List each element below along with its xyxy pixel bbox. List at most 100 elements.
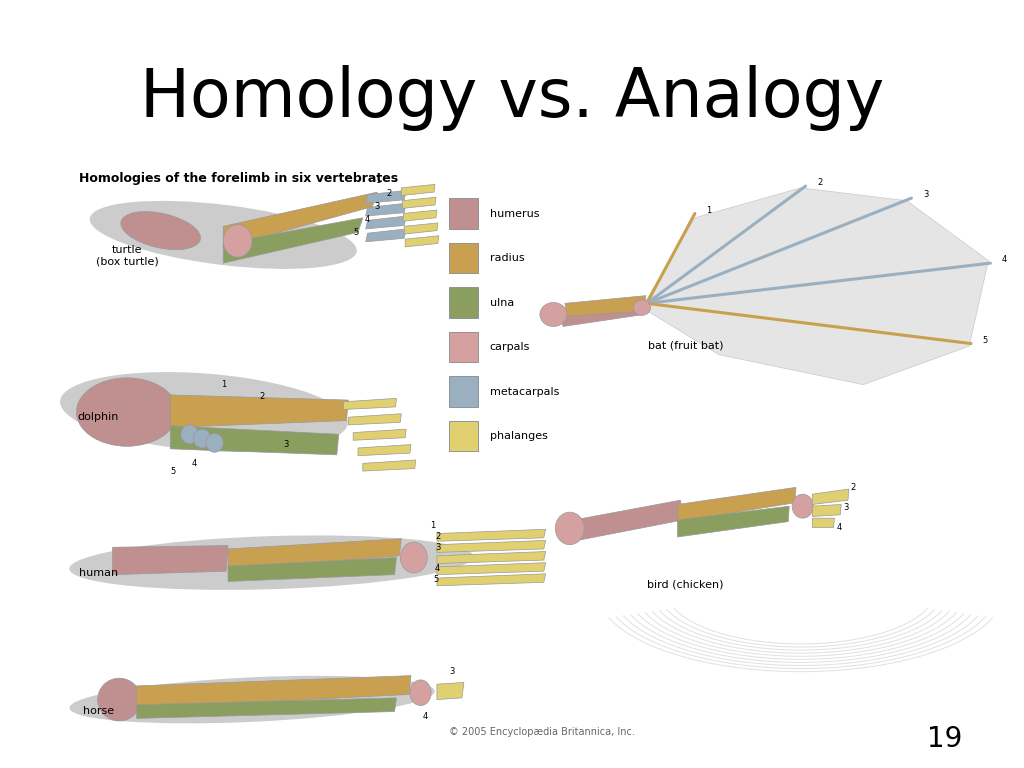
Polygon shape: [406, 236, 439, 247]
Polygon shape: [678, 506, 790, 537]
Text: 3: 3: [283, 440, 289, 449]
Text: 4: 4: [1001, 255, 1008, 264]
Text: © 2005 Encyclopædia Britannica, Inc.: © 2005 Encyclopædia Britannica, Inc.: [450, 727, 635, 737]
Polygon shape: [437, 563, 546, 574]
Polygon shape: [565, 296, 646, 316]
Ellipse shape: [194, 429, 211, 448]
Polygon shape: [404, 223, 438, 234]
Text: carpals: carpals: [489, 342, 530, 352]
Polygon shape: [170, 425, 339, 455]
Ellipse shape: [70, 676, 435, 723]
Text: 3: 3: [375, 202, 380, 211]
Text: Homology vs. Analogy: Homology vs. Analogy: [140, 65, 884, 131]
Ellipse shape: [410, 680, 431, 706]
Text: 3: 3: [450, 667, 455, 676]
Text: bird (chicken): bird (chicken): [647, 580, 724, 590]
Polygon shape: [366, 216, 407, 229]
Polygon shape: [812, 489, 849, 505]
Text: humerus: humerus: [489, 208, 540, 219]
Text: 4: 4: [423, 712, 428, 721]
Text: 2: 2: [851, 483, 856, 492]
Ellipse shape: [223, 224, 252, 257]
Ellipse shape: [633, 300, 650, 316]
Polygon shape: [136, 698, 396, 718]
FancyBboxPatch shape: [450, 287, 478, 318]
Polygon shape: [402, 197, 436, 208]
Text: 5: 5: [353, 228, 358, 237]
Polygon shape: [366, 204, 407, 216]
Text: 2: 2: [435, 531, 440, 541]
Ellipse shape: [400, 542, 427, 573]
Text: 5: 5: [171, 468, 176, 476]
Ellipse shape: [793, 494, 813, 518]
FancyBboxPatch shape: [450, 243, 478, 273]
Text: 1: 1: [430, 521, 435, 529]
Polygon shape: [401, 184, 435, 196]
Text: ulna: ulna: [489, 297, 514, 307]
Text: radius: radius: [489, 253, 524, 263]
Polygon shape: [228, 538, 401, 570]
Text: Homologies of the forelimb in six vertebrates: Homologies of the forelimb in six verteb…: [79, 173, 398, 185]
Text: metacarpals: metacarpals: [489, 386, 559, 396]
Ellipse shape: [90, 201, 356, 269]
Text: 1: 1: [707, 206, 712, 214]
FancyBboxPatch shape: [450, 198, 478, 229]
Polygon shape: [437, 529, 546, 541]
Polygon shape: [574, 500, 683, 541]
Polygon shape: [560, 299, 644, 326]
Text: dolphin: dolphin: [78, 412, 119, 422]
Polygon shape: [344, 399, 396, 409]
Text: phalanges: phalanges: [489, 431, 548, 441]
Polygon shape: [358, 445, 411, 455]
Text: 3: 3: [843, 503, 849, 512]
Polygon shape: [403, 210, 437, 221]
Polygon shape: [678, 488, 796, 521]
Polygon shape: [437, 574, 546, 586]
Polygon shape: [223, 218, 362, 263]
Ellipse shape: [206, 433, 223, 452]
Text: bat (fruit bat): bat (fruit bat): [647, 340, 723, 350]
Polygon shape: [366, 190, 407, 204]
Ellipse shape: [121, 212, 201, 250]
Ellipse shape: [77, 378, 177, 446]
FancyBboxPatch shape: [450, 332, 478, 362]
Polygon shape: [228, 558, 396, 581]
Polygon shape: [437, 683, 464, 700]
Text: 4: 4: [191, 459, 197, 468]
Text: 2: 2: [259, 392, 264, 401]
Ellipse shape: [70, 535, 473, 590]
Text: turtle
(box turtle): turtle (box turtle): [95, 245, 159, 266]
Text: 3: 3: [435, 543, 440, 551]
Polygon shape: [353, 429, 407, 440]
Text: horse: horse: [83, 706, 114, 716]
Text: human: human: [79, 568, 118, 578]
Polygon shape: [812, 505, 841, 516]
Polygon shape: [348, 414, 401, 425]
Text: 19: 19: [927, 725, 963, 753]
Polygon shape: [136, 676, 411, 708]
Polygon shape: [812, 518, 835, 528]
Ellipse shape: [555, 512, 584, 545]
FancyBboxPatch shape: [450, 376, 478, 407]
Text: 1: 1: [220, 380, 226, 389]
Ellipse shape: [181, 425, 199, 444]
FancyBboxPatch shape: [450, 421, 478, 452]
Text: 3: 3: [923, 190, 929, 199]
Polygon shape: [223, 192, 377, 248]
Text: 2: 2: [386, 190, 391, 198]
Polygon shape: [437, 551, 546, 564]
Polygon shape: [362, 460, 416, 471]
Text: 1: 1: [375, 177, 380, 186]
Ellipse shape: [60, 372, 348, 452]
Text: 4: 4: [435, 564, 440, 573]
Polygon shape: [642, 188, 988, 385]
Text: 2: 2: [817, 178, 822, 187]
Ellipse shape: [540, 303, 567, 326]
Polygon shape: [366, 229, 407, 242]
Text: 5: 5: [433, 575, 438, 584]
Polygon shape: [113, 545, 228, 574]
Text: 4: 4: [365, 215, 371, 224]
Polygon shape: [437, 541, 546, 552]
Ellipse shape: [97, 678, 141, 721]
Text: 4: 4: [837, 523, 842, 532]
